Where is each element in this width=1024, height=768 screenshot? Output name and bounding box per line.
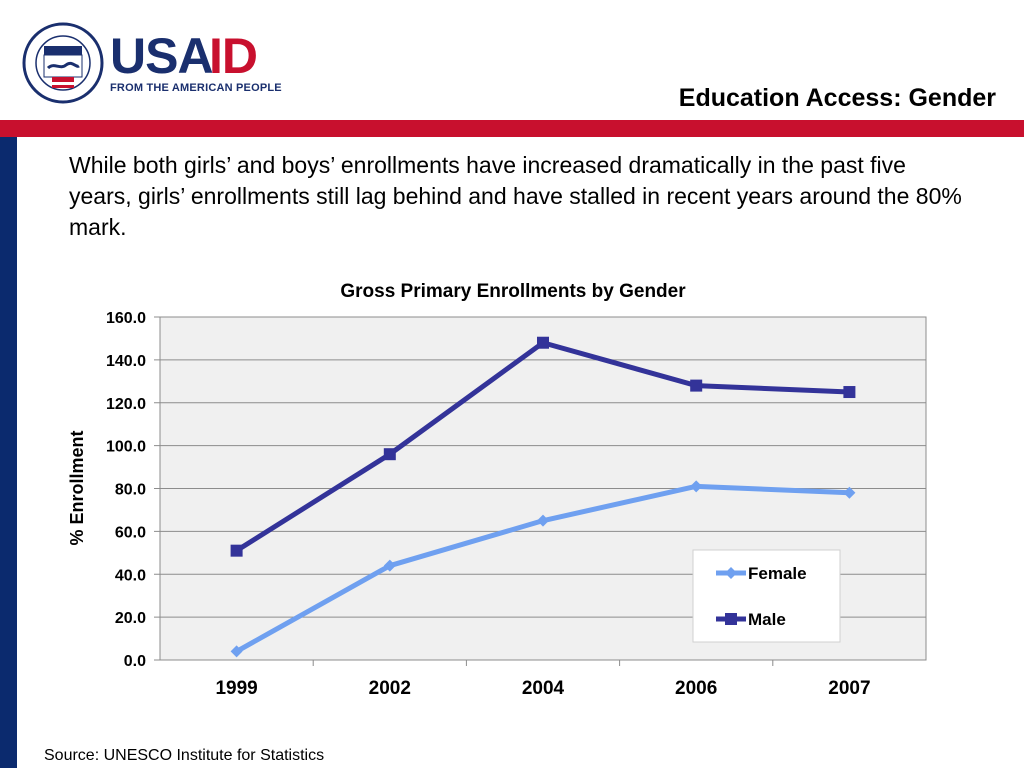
female-point <box>230 645 243 658</box>
legend-label-female: Female <box>748 564 807 583</box>
y-axis-ticks: 0.0 20.0 40.0 60.0 80.0 100.0 120.0 140.0 160.0 <box>106 310 160 670</box>
legend-item-female: Female <box>716 564 807 583</box>
female-point <box>843 486 856 499</box>
enrollment-line-chart: Gross Primary Enrollments by Gender 0.0 2… <box>67 281 927 699</box>
series-lines <box>230 336 856 658</box>
x-tick-label: 2007 <box>828 678 870 699</box>
usaid-wordmark-logo: USA ID FROM THE AMERICAN PEOPLE <box>110 30 300 100</box>
y-tick-label: 60.0 <box>115 524 146 541</box>
male-point <box>690 379 703 392</box>
x-tick-label: 2006 <box>675 678 717 699</box>
legend-marker-female <box>725 567 737 579</box>
legend-label-male: Male <box>748 610 786 629</box>
wordmark-id: ID <box>209 28 258 84</box>
y-tick-label: 40.0 <box>115 567 146 584</box>
red-header-rule <box>0 120 1024 137</box>
chart-title: Gross Primary Enrollments by Gender <box>340 281 686 302</box>
y-tick-label: 20.0 <box>115 610 146 627</box>
y-tick-label: 160.0 <box>106 310 146 327</box>
female-point <box>690 480 703 493</box>
female-point <box>537 514 549 527</box>
legend-box <box>692 549 841 643</box>
legend-item-male: Male <box>716 610 786 629</box>
x-tick-label: 1999 <box>215 678 257 699</box>
wordmark-tagline: FROM THE AMERICAN PEOPLE <box>110 82 282 94</box>
y-tick-label: 140.0 <box>106 353 146 370</box>
blue-side-bar <box>0 137 17 768</box>
legend-marker-male <box>725 613 737 625</box>
series-female <box>230 480 856 658</box>
male-point <box>537 336 549 349</box>
female-point <box>383 559 396 572</box>
y-axis-label: % Enrollment <box>67 430 87 545</box>
x-tick-label: 2004 <box>522 678 565 699</box>
chart-legend: Female Male <box>692 549 841 643</box>
y-tick-label: 80.0 <box>115 482 146 499</box>
y-tick-label: 0.0 <box>124 653 146 670</box>
male-point <box>230 544 243 557</box>
y-tick-label: 120.0 <box>106 396 146 413</box>
series-male <box>230 336 856 557</box>
usaid-seal-logo <box>22 22 104 104</box>
male-point <box>383 448 396 461</box>
slide-title: Education Access: Gender <box>678 84 996 112</box>
body-paragraph: While both girls’ and boys’ enrollments … <box>69 152 962 240</box>
source-note: Source: UNESCO Institute for Statistics <box>44 747 325 764</box>
x-tick-label: 2002 <box>369 678 411 699</box>
x-axis-ticks: 1999 2002 2004 2006 2007 <box>215 660 871 699</box>
wordmark-usa: USA <box>110 28 214 84</box>
y-tick-label: 100.0 <box>106 439 146 456</box>
male-point <box>843 386 856 399</box>
gridlines <box>160 359 926 618</box>
